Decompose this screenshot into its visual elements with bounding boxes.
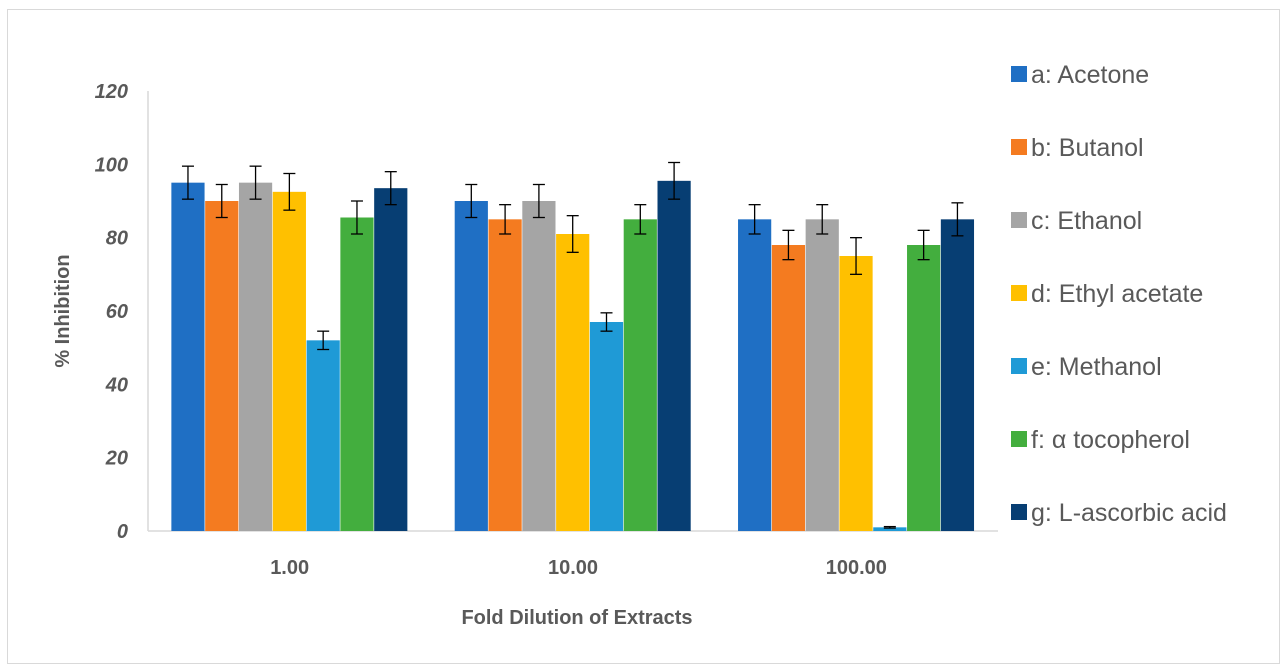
bar: [488, 219, 522, 532]
legend-item: d: Ethyl acetate: [1011, 280, 1203, 308]
error-bar: [384, 171, 397, 206]
error-bar: [499, 204, 512, 235]
bar: [940, 219, 975, 532]
legend-item: a: Acetone: [1011, 61, 1149, 89]
bar: [171, 182, 205, 531]
bar: [522, 201, 556, 531]
bar: [454, 201, 488, 531]
legend-item: c: Ethanol: [1011, 207, 1142, 235]
error-bar: [215, 183, 228, 219]
bar: [839, 256, 873, 531]
y-tick-label: 40: [105, 374, 128, 396]
legend-label: c: Ethanol: [1031, 207, 1142, 235]
legend-label: a: Acetone: [1031, 61, 1149, 89]
legend-item: g: L-ascorbic acid: [1011, 499, 1227, 527]
error-bar: [350, 200, 363, 235]
legend-label: e: Methanol: [1031, 353, 1162, 381]
y-tick-label: 60: [106, 301, 128, 323]
bar: [306, 340, 340, 531]
bar: [589, 322, 624, 531]
chart-frame: 0 20 40 60 80 100 120 1.00 10.00 100.00 % Inhibi…: [7, 9, 1280, 664]
legend-swatch: [1011, 358, 1027, 374]
error-bar: [283, 172, 296, 211]
error-bar: [782, 229, 795, 261]
bar: [657, 180, 691, 532]
x-tick-label: 100.00: [826, 557, 887, 579]
error-bar: [317, 330, 330, 351]
bar: [205, 201, 239, 531]
legend-label: f: α tocopherol: [1031, 426, 1190, 454]
y-tick-label: 0: [117, 521, 128, 543]
y-tick-label: 100: [95, 154, 128, 176]
bar-chart: 0 20 40 60 80 100 120 1.00 10.00 100.00 % Inhibi…: [52, 61, 1227, 629]
bar: [771, 245, 806, 531]
bar: [907, 245, 941, 531]
legend-swatch: [1011, 212, 1027, 228]
legend-label: g: L-ascorbic acid: [1031, 499, 1227, 527]
error-bar: [249, 165, 262, 200]
error-bar: [181, 165, 194, 200]
bar: [805, 219, 839, 532]
error-bar: [634, 204, 647, 235]
bar: [556, 234, 590, 531]
legend-item: b: Butanol: [1011, 134, 1144, 162]
legend-item: e: Methanol: [1011, 353, 1162, 381]
error-bar: [951, 202, 964, 237]
bar: [238, 182, 273, 531]
y-tick-label: 20: [105, 448, 128, 470]
bar: [623, 219, 657, 532]
error-bar: [532, 183, 545, 219]
error-bar: [465, 183, 478, 219]
error-bar: [600, 312, 613, 332]
bar: [340, 217, 374, 531]
legend-label: d: Ethyl acetate: [1031, 280, 1203, 308]
legend-item: f: α tocopherol: [1011, 426, 1190, 454]
x-tick-label: 10.00: [548, 557, 598, 579]
error-bar: [668, 161, 681, 200]
x-axis-title: Fold Dilution of Extracts: [461, 607, 692, 629]
y-tick-label: 80: [106, 228, 128, 250]
x-tick-label: 1.00: [270, 557, 309, 579]
y-axis-title: % Inhibition: [52, 254, 74, 367]
bar: [738, 219, 772, 532]
legend-swatch: [1011, 504, 1027, 520]
error-bar: [816, 204, 829, 235]
error-bar: [917, 229, 930, 261]
error-bar: [850, 237, 863, 275]
error-bar: [566, 215, 579, 253]
error-bar: [883, 525, 896, 529]
legend: a: Acetone b: Butanol c: Ethanol d: Ethyl a…: [1011, 61, 1227, 527]
legend-swatch: [1011, 139, 1027, 155]
bar: [272, 191, 306, 532]
legend-swatch: [1011, 66, 1027, 82]
legend-swatch: [1011, 285, 1027, 301]
bar: [374, 188, 408, 531]
legend-label: b: Butanol: [1031, 134, 1144, 162]
legend-swatch: [1011, 431, 1027, 447]
bar: [873, 527, 907, 531]
y-tick-label: 120: [95, 81, 128, 103]
error-bar: [748, 204, 761, 235]
